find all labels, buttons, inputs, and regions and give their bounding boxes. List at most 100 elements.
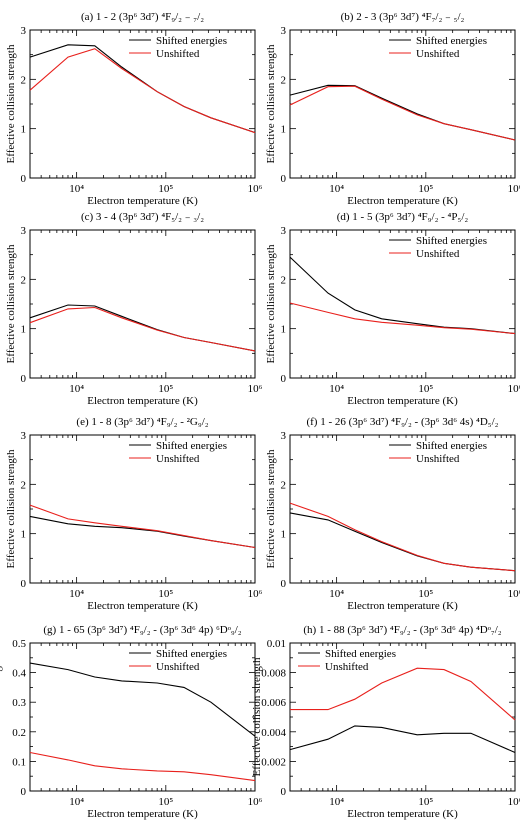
x-axis-label: Electron temperature (K) <box>87 195 198 207</box>
x-axis-label: Electron temperature (K) <box>347 195 458 207</box>
chart-panel: (d) 1 - 5 (3p⁶ 3d⁷) ⁴F₉/₂ - ⁴P₅/₂ 10⁴ 10⁵ 1… <box>265 211 520 407</box>
y-axis-label: Effective collision strength <box>0 657 3 776</box>
chart-title: (b) 2 - 3 (3p⁶ 3d⁷) ⁴F₇/₂ ₋ ₅/₂ <box>341 11 465 23</box>
y-tick-label: 0.2 <box>12 727 26 739</box>
x-tick-label: 10⁴ <box>69 183 84 195</box>
x-tick-label: 10⁵ <box>418 383 433 395</box>
y-tick-label: 1 <box>21 529 27 541</box>
legend-label: Shifted energies <box>416 440 487 452</box>
chart-panel: (h) 1 - 88 (3p⁶ 3d⁷) ⁴F₉/₂ - (3p⁶ 3d⁶ 4p… <box>251 624 520 820</box>
series-line-unshifted <box>29 48 256 134</box>
x-tick-label: 10⁵ <box>158 796 173 808</box>
series-line-unshifted <box>289 302 516 335</box>
x-tick-label: 10⁶ <box>248 383 263 395</box>
x-tick-label: 10⁶ <box>508 588 520 600</box>
y-axis-label: Effective collision strength <box>5 44 17 163</box>
y-tick-label: 0 <box>281 578 287 590</box>
y-tick-label: 3 <box>281 225 287 237</box>
y-tick-label: 3 <box>21 430 27 442</box>
series-line-shifted <box>289 512 516 572</box>
legend-label: Shifted energies <box>156 35 227 47</box>
plot-frame <box>289 29 516 179</box>
plot-frame <box>289 229 516 379</box>
y-tick-label: 3 <box>281 25 287 37</box>
x-tick-label: 10⁵ <box>418 183 433 195</box>
plot-frame <box>29 642 256 792</box>
chart-panel: (f) 1 - 26 (3p⁶ 3d⁷) ⁴F₉/₂ - (3p⁶ 3d⁶ 4s… <box>265 416 520 612</box>
y-tick-label: 0.5 <box>12 638 26 650</box>
y-axis-label: Effective collision strength <box>251 657 263 776</box>
y-tick-label: 2 <box>281 274 287 286</box>
plot-frame <box>29 29 256 179</box>
chart-title: (a) 1 - 2 (3p⁶ 3d⁷) ⁴F₉/₂ ₋ ₇/₂ <box>81 11 204 23</box>
chart-panel: (b) 2 - 3 (3p⁶ 3d⁷) ⁴F₇/₂ ₋ ₅/₂ 10⁴ 10⁵ 10⁶… <box>265 11 520 207</box>
x-tick-label: 10⁴ <box>69 796 84 808</box>
y-axis-label: Effective collision strength <box>5 244 17 363</box>
series-line-unshifted <box>29 306 256 352</box>
x-axis-label: Electron temperature (K) <box>87 600 198 612</box>
y-tick-label: 0.004 <box>261 727 286 739</box>
x-tick-label: 10⁶ <box>248 183 263 195</box>
legend-label: Unshifted <box>156 661 200 673</box>
y-tick-label: 1 <box>21 124 27 136</box>
x-tick-label: 10⁴ <box>329 383 344 395</box>
x-tick-label: 10⁶ <box>508 796 520 808</box>
legend-label: Unshifted <box>325 661 369 673</box>
y-tick-label: 0 <box>281 173 287 185</box>
plot-frame <box>289 642 516 792</box>
y-tick-label: 2 <box>21 74 27 86</box>
y-tick-label: 0.006 <box>261 697 286 709</box>
series-line-shifted <box>29 44 256 134</box>
series-line-unshifted <box>289 502 516 572</box>
y-tick-label: 2 <box>281 74 287 86</box>
y-tick-label: 3 <box>21 225 27 237</box>
y-tick-label: 0 <box>281 786 287 798</box>
legend-label: Shifted energies <box>325 648 396 660</box>
x-axis-label: Electron temperature (K) <box>87 395 198 407</box>
plot-frame <box>29 229 256 379</box>
series-line-unshifted <box>29 751 256 782</box>
y-tick-label: 0 <box>21 578 27 590</box>
x-tick-label: 10⁶ <box>248 796 263 808</box>
chart-title: (e) 1 - 8 (3p⁶ 3d⁷) ⁴F₉/₂ - ²G₉/₂ <box>76 416 208 428</box>
x-axis-label: Electron temperature (K) <box>87 808 198 820</box>
chart-title: (c) 3 - 4 (3p⁶ 3d⁷) ⁴F₅/₂ ₋ ₃/₂ <box>81 211 204 223</box>
plot-frame <box>289 434 516 584</box>
x-tick-label: 10⁴ <box>329 796 344 808</box>
y-tick-label: 0 <box>21 786 27 798</box>
y-tick-label: 0.008 <box>261 668 286 680</box>
x-tick-label: 10⁴ <box>69 383 84 395</box>
x-axis-label: Electron temperature (K) <box>347 808 458 820</box>
legend-label: Unshifted <box>156 453 200 465</box>
legend-label: Shifted energies <box>416 35 487 47</box>
y-tick-label: 0 <box>21 373 27 385</box>
chart-panel: (c) 3 - 4 (3p⁶ 3d⁷) ⁴F₅/₂ ₋ ₃/₂ 10⁴ 10⁵ 10⁶… <box>5 211 263 407</box>
legend-label: Shifted energies <box>156 648 227 660</box>
legend-label: Shifted energies <box>156 440 227 452</box>
y-tick-label: 2 <box>281 479 287 491</box>
x-tick-label: 10⁵ <box>418 588 433 600</box>
x-tick-label: 10⁴ <box>329 588 344 600</box>
legend-label: Unshifted <box>416 48 460 60</box>
chart-panel: (g) 1 - 65 (3p⁶ 3d⁷) ⁴F₉/₂ - (3p⁶ 3d⁶ 4p… <box>0 624 263 820</box>
y-tick-label: 1 <box>281 529 287 541</box>
series-line-shifted <box>29 662 256 737</box>
x-tick-label: 10⁵ <box>418 796 433 808</box>
y-tick-label: 0.1 <box>12 756 26 768</box>
y-axis-label: Effective collision strength <box>5 449 17 568</box>
y-tick-label: 3 <box>281 430 287 442</box>
chart-panel: (e) 1 - 8 (3p⁶ 3d⁷) ⁴F₉/₂ - ²G₉/₂ 10⁴ 10⁵ 1… <box>5 416 263 612</box>
series-line-unshifted <box>29 504 256 549</box>
x-axis-label: Electron temperature (K) <box>347 600 458 612</box>
x-tick-label: 10⁶ <box>248 588 263 600</box>
x-tick-label: 10⁴ <box>329 183 344 195</box>
y-tick-label: 0 <box>21 173 27 185</box>
y-tick-label: 1 <box>281 124 287 136</box>
y-tick-label: 1 <box>21 324 27 336</box>
